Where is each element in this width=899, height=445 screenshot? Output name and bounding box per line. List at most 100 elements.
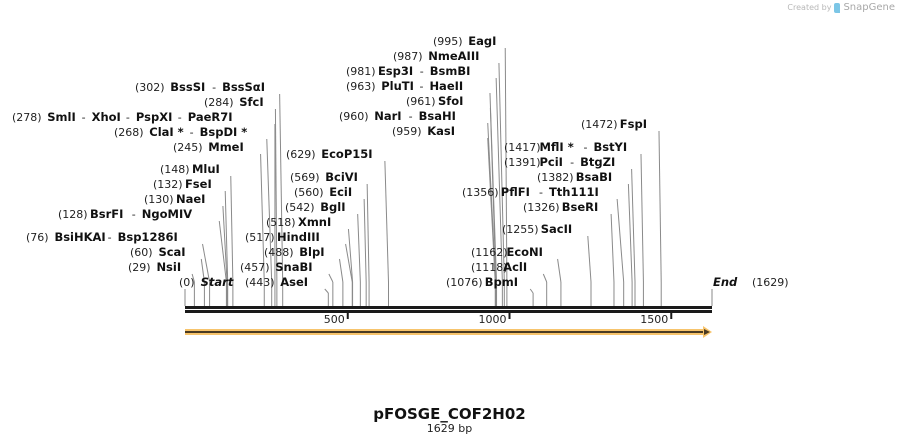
enzyme-name[interactable]: ScaI xyxy=(158,245,185,259)
enzyme-name[interactable]: PluTI xyxy=(381,79,414,93)
enzyme-name[interactable]: ClaI * xyxy=(149,125,183,139)
site-hindiii[interactable]: (517) HindIII xyxy=(245,230,320,244)
enzyme-name[interactable]: PflFI xyxy=(501,185,530,199)
enzyme-name[interactable]: BseRI xyxy=(562,200,599,214)
site-fsei[interactable]: (132) FseI xyxy=(153,177,212,191)
enzyme-name[interactable]: PspXI xyxy=(136,110,172,124)
enzyme-name[interactable]: BstYI xyxy=(593,140,627,154)
enzyme-name[interactable]: SacII xyxy=(541,222,572,236)
site-bseri[interactable]: (1326) BseRI xyxy=(523,200,598,214)
enzyme-name[interactable]: NgoMIV xyxy=(142,207,192,221)
site-esp3i[interactable]: (981) Esp3I - BsmBI xyxy=(346,64,470,78)
site-pluti[interactable]: (963) PluTI - HaeII xyxy=(346,79,463,93)
site-fspi[interactable]: (1472) FspI xyxy=(581,117,647,131)
dna-backbone xyxy=(185,306,712,313)
enzyme-name[interactable]: MluI xyxy=(192,162,220,176)
enzyme-name[interactable]: MmeI xyxy=(208,140,244,154)
site-mlui[interactable]: (148) MluI xyxy=(160,162,220,176)
enzyme-name[interactable]: BciVI xyxy=(325,170,358,184)
plasmid-name: pFOSGE_COF2H02 xyxy=(373,405,526,423)
scale-ticks: 500 1000 1500 xyxy=(324,312,673,326)
site-clai[interactable]: (268) ClaI * - BspDI * xyxy=(114,125,247,139)
enzyme-name[interactable]: BglI xyxy=(320,200,345,214)
enzyme-name[interactable]: BsmBI xyxy=(430,64,471,78)
site-kasi[interactable]: (959) KasI xyxy=(392,124,455,138)
enzyme-name[interactable]: HindIII xyxy=(277,230,320,244)
enzyme-name[interactable]: EcoP15I xyxy=(321,147,372,161)
leader-line xyxy=(610,213,615,283)
enzyme-name[interactable]: AseI xyxy=(280,275,308,289)
site-blpi[interactable]: (488) BlpI xyxy=(264,245,324,259)
site-ecii[interactable]: (560) EciI xyxy=(294,185,352,199)
site-eagi[interactable]: (995) EagI xyxy=(433,34,496,48)
enzyme-name[interactable]: BpmI xyxy=(485,275,518,289)
enzyme-name[interactable]: BlpI xyxy=(299,245,324,259)
enzyme-name[interactable]: EciI xyxy=(329,185,352,199)
enzyme-name[interactable]: BsaHI xyxy=(419,109,456,123)
name-separator: - xyxy=(583,141,587,154)
enzyme-name[interactable]: BspDI * xyxy=(200,125,248,139)
site-snabi[interactable]: (457) SnaBI xyxy=(240,260,313,274)
site-bgli[interactable]: (542) BglI xyxy=(285,200,345,214)
site-bsihkai[interactable]: (76) BsiHKAI - Bsp1286I xyxy=(26,230,178,244)
site-bcivi[interactable]: (569) BciVI xyxy=(290,170,358,184)
enzyme-name[interactable]: XhoI xyxy=(92,110,121,124)
site-nsii[interactable]: (29) NsiI xyxy=(128,260,181,274)
enzyme-name[interactable]: SnaBI xyxy=(275,260,312,274)
site-sacii[interactable]: (1255) SacII xyxy=(502,222,572,236)
site-smli[interactable]: (278) SmlI - XhoI - PspXI - PaeR7I xyxy=(12,110,233,124)
enzyme-name[interactable]: NarI xyxy=(374,109,401,123)
enzyme-name[interactable]: BssSαI xyxy=(222,80,265,94)
enzyme-name[interactable]: Bsp1286I xyxy=(118,230,178,244)
feature-core xyxy=(185,331,706,333)
enzyme-name[interactable]: EagI xyxy=(468,34,496,48)
site-ecop15i[interactable]: (629) EcoP15I xyxy=(286,147,373,161)
site-nari[interactable]: (960) NarI - BsaHI xyxy=(339,109,456,123)
scale-tick xyxy=(670,312,673,319)
site-bpmi[interactable]: (1076) BpmI xyxy=(446,275,518,289)
enzyme-name[interactable]: BsaBI xyxy=(576,170,612,184)
enzyme-name[interactable]: BsiHKAI xyxy=(54,230,105,244)
enzyme-name[interactable]: SmlI xyxy=(47,110,75,124)
enzyme-name[interactable]: MflI * xyxy=(539,140,573,154)
site-acli[interactable]: (1118)AclI xyxy=(471,260,527,274)
enzyme-name[interactable]: BssSI xyxy=(170,80,205,94)
enzyme-name[interactable]: XmnI xyxy=(298,215,331,229)
enzyme-name[interactable]: SfcI xyxy=(239,95,263,109)
enzyme-name[interactable]: NaeI xyxy=(176,192,205,206)
enzyme-name[interactable]: HaeII xyxy=(429,79,463,93)
site-mmei[interactable]: (245) MmeI xyxy=(173,140,244,154)
enzyme-name[interactable]: BsrFI xyxy=(90,207,123,221)
map-end-end[interactable]: End (1629) xyxy=(713,275,789,289)
enzyme-name[interactable]: NsiI xyxy=(156,260,181,274)
site-mfli[interactable]: (1417)MflI * - BstYI xyxy=(504,140,627,154)
site-pflfi[interactable]: (1356) PflFI - Tth111I xyxy=(462,185,599,199)
site-sfoi[interactable]: (961) SfoI xyxy=(406,94,463,108)
enzyme-name[interactable]: FseI xyxy=(185,177,212,191)
site-xmni[interactable]: (518) XmnI xyxy=(266,215,331,229)
enzyme-name[interactable]: Esp3I xyxy=(378,64,413,78)
site-bsrfi[interactable]: (128) BsrFI - NgoMIV xyxy=(58,207,192,221)
site-pcii[interactable]: (1391)PciI - BtgZI xyxy=(504,155,615,169)
site-nmeaiii[interactable]: (987) NmeAIII xyxy=(393,49,479,63)
site-position: (443) xyxy=(245,276,275,289)
enzyme-name[interactable]: PciI xyxy=(539,155,562,169)
enzyme-name[interactable]: NmeAIII xyxy=(428,49,479,63)
enzyme-name[interactable]: SfoI xyxy=(438,94,463,108)
site-bsabi[interactable]: (1382) BsaBI xyxy=(537,170,612,184)
site-econi[interactable]: (1162)EcoNI xyxy=(471,245,543,259)
enzyme-name[interactable]: AclI xyxy=(503,260,527,274)
site-sfci[interactable]: (284) SfcI xyxy=(204,95,264,109)
feature-arrow[interactable] xyxy=(185,326,712,338)
enzyme-name[interactable]: FspI xyxy=(620,117,647,131)
site-asei[interactable]: (443) AseI xyxy=(245,275,308,289)
site-scai[interactable]: (60) ScaI xyxy=(130,245,186,259)
enzyme-name[interactable]: BtgZI xyxy=(580,155,615,169)
enzyme-name[interactable]: KasI xyxy=(427,124,455,138)
site-naei[interactable]: (130) NaeI xyxy=(144,192,205,206)
enzyme-name[interactable]: Tth111I xyxy=(549,185,599,199)
enzyme-name[interactable]: PaeR7I xyxy=(188,110,233,124)
map-end-start[interactable]: (0) Start xyxy=(179,275,234,289)
site-bsssi[interactable]: (302) BssSI - BssSαI xyxy=(135,80,265,94)
enzyme-name[interactable]: EcoNI xyxy=(506,245,542,259)
